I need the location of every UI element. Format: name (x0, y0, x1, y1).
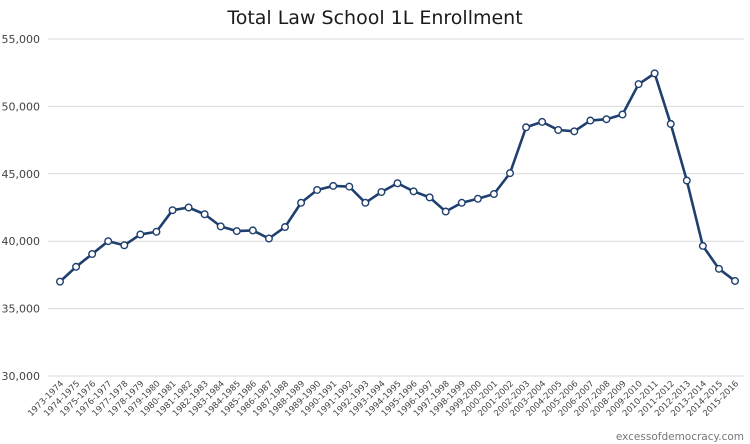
y-tick-label: 40,000 (2, 235, 41, 248)
data-point[interactable] (329, 181, 338, 190)
data-point[interactable] (698, 241, 707, 250)
data-point[interactable] (136, 230, 145, 239)
data-point[interactable] (297, 198, 306, 207)
data-point[interactable] (473, 194, 482, 203)
data-point[interactable] (248, 226, 257, 235)
data-point[interactable] (200, 210, 209, 219)
data-point[interactable] (682, 176, 691, 185)
gridlines (48, 38, 744, 377)
data-point[interactable] (522, 123, 531, 132)
data-point[interactable] (361, 198, 370, 207)
data-point[interactable] (570, 127, 579, 136)
data-point[interactable] (425, 193, 434, 202)
data-point[interactable] (120, 241, 129, 250)
data-point[interactable] (634, 80, 643, 89)
data-point[interactable] (441, 207, 450, 216)
data-point[interactable] (602, 115, 611, 124)
data-point[interactable] (72, 262, 81, 271)
data-point[interactable] (618, 110, 627, 119)
data-point[interactable] (393, 179, 402, 188)
series-line (58, 72, 737, 283)
data-point[interactable] (506, 169, 515, 178)
source-credit: excessofdemocracy.com (616, 431, 744, 443)
data-point[interactable] (168, 206, 177, 215)
chart-title: Total Law School 1L Enrollment (226, 7, 522, 29)
data-point[interactable] (345, 182, 354, 191)
data-point[interactable] (152, 227, 161, 236)
data-point[interactable] (56, 277, 65, 286)
data-point[interactable] (232, 227, 241, 236)
data-point[interactable] (281, 223, 290, 232)
x-axis-ticks: 1973-19741974-19751975-19761976-19771977… (26, 379, 741, 419)
data-point[interactable] (216, 222, 225, 231)
data-point[interactable] (538, 117, 547, 126)
y-tick-label: 30,000 (2, 370, 41, 383)
data-point[interactable] (313, 185, 322, 194)
data-point[interactable] (457, 198, 466, 207)
data-point[interactable] (731, 276, 740, 285)
y-tick-label: 50,000 (2, 100, 41, 113)
data-point[interactable] (666, 119, 675, 128)
data-point[interactable] (489, 190, 498, 199)
data-point[interactable] (714, 264, 723, 273)
y-axis-ticks: 30,000 35,000 40,000 45,000 50,000 55,000 (2, 33, 41, 383)
y-tick-label: 45,000 (2, 168, 41, 181)
data-point[interactable] (88, 250, 97, 259)
y-tick-label: 35,000 (2, 303, 41, 316)
y-tick-label: 55,000 (2, 33, 41, 46)
data-point[interactable] (650, 69, 659, 78)
data-point[interactable] (554, 125, 563, 134)
data-point[interactable] (264, 234, 273, 243)
series-enrollment (56, 69, 740, 286)
data-point[interactable] (184, 203, 193, 212)
data-point[interactable] (586, 116, 595, 125)
data-point[interactable] (409, 187, 418, 196)
data-point[interactable] (104, 237, 113, 246)
data-point[interactable] (377, 187, 386, 196)
